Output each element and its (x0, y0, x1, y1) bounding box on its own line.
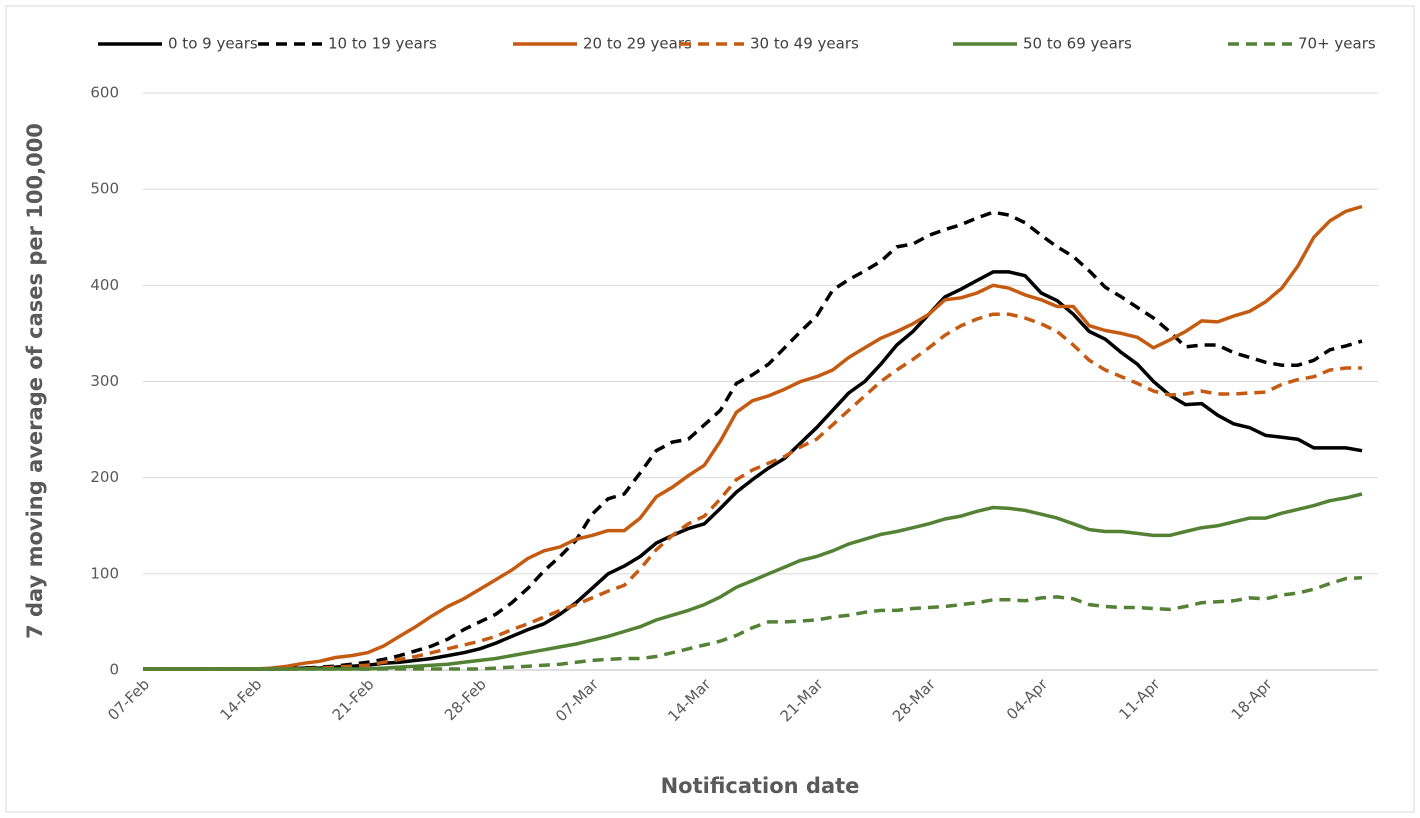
legend-label: 10 to 19 years (328, 35, 437, 53)
y-tick-label: 0 (109, 661, 119, 679)
series-line (143, 204, 1363, 671)
y-axis-title: 7 day moving average of cases per 100,00… (23, 123, 47, 639)
legend-label: 30 to 49 years (750, 35, 859, 53)
legend-label: 20 to 29 years (583, 35, 692, 53)
y-tick-label: 500 (90, 180, 119, 198)
y-tick-label: 200 (90, 468, 119, 486)
legend-label: 50 to 69 years (1023, 35, 1132, 53)
legend-label: 0 to 9 years (168, 35, 258, 53)
y-tick-label: 100 (90, 564, 119, 582)
y-tick-label: 300 (90, 372, 119, 390)
x-axis-title: Notification date (661, 774, 860, 798)
series-line (143, 575, 1363, 671)
legend-label: 70+ years (1298, 35, 1376, 53)
chart-frame (5, 5, 1415, 813)
y-tick-label: 400 (90, 276, 119, 294)
y-tick-label: 600 (90, 84, 119, 102)
series-line (143, 312, 1362, 671)
